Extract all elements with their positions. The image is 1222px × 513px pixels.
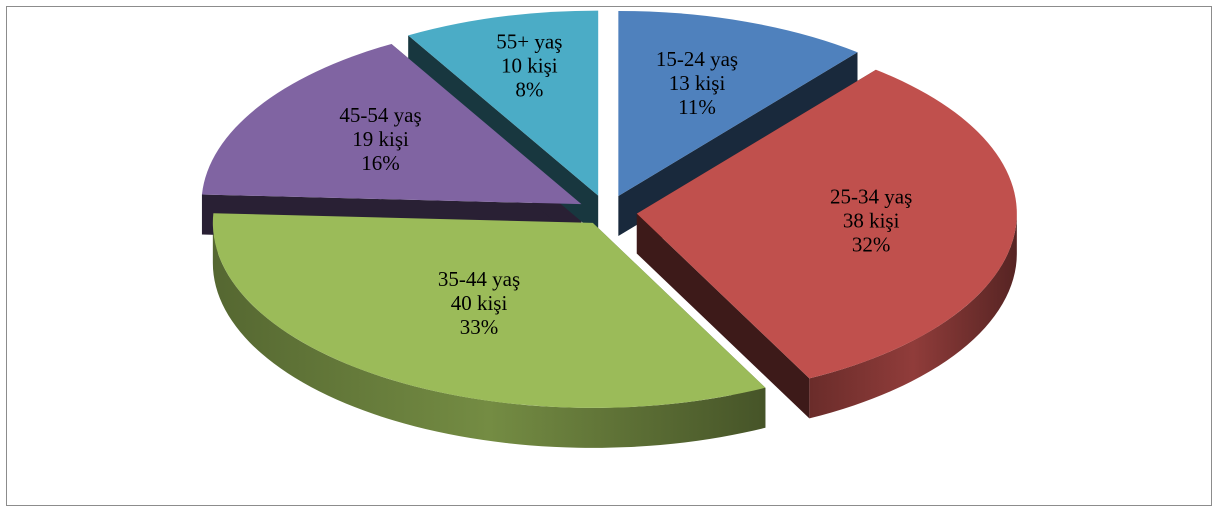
slice-wall-1-1 xyxy=(636,213,810,419)
pie-slice-3 xyxy=(201,43,582,205)
slice-side-2 xyxy=(212,222,766,448)
slice-side-1 xyxy=(809,213,1017,419)
data-label-3: 45-54 yaş 19 kişi 16% xyxy=(339,103,421,175)
data-label-2: 35-44 yaş 40 kişi 33% xyxy=(438,267,520,339)
pie-slice-0 xyxy=(618,10,858,196)
data-label-1: 25-34 yaş 38 kişi 32% xyxy=(830,185,912,257)
pie-slice-2 xyxy=(212,213,766,408)
pie-slice-4 xyxy=(408,10,599,196)
data-label-4: 55+ yaş 10 kişi 8% xyxy=(496,29,562,101)
chart-area: 15-24 yaş 13 kişi 11% 25-34 yaş 38 kişi 32% 35… xyxy=(6,6,1212,506)
pie-slice-1 xyxy=(636,69,1017,379)
pie-chart: 15-24 yaş 13 kişi 11% 25-34 yaş 38 kişi 32% 35… xyxy=(201,10,1017,448)
data-label-0: 15-24 yaş 13 kişi 11% xyxy=(656,47,738,119)
